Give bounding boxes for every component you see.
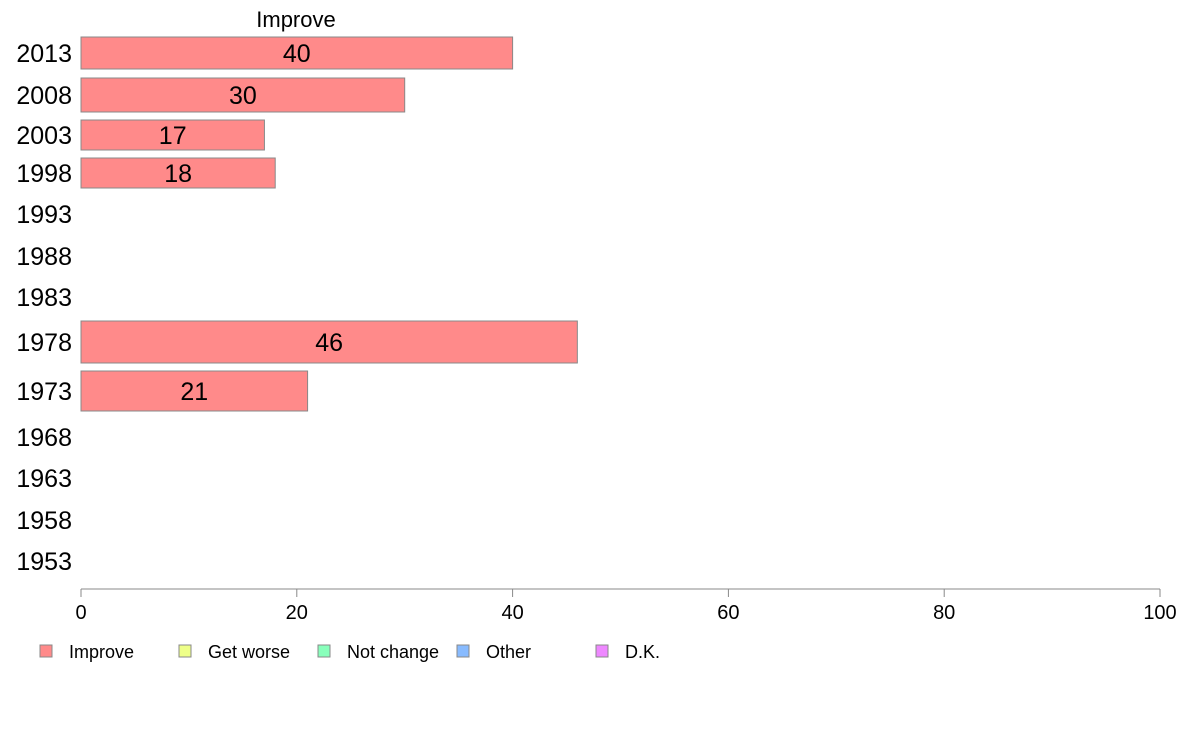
bar [80,77,406,113]
legend-swatch [456,644,470,658]
bar-value-label: 21 [180,378,208,406]
bar [80,36,514,70]
y-tick-label: 1973 [16,378,72,406]
x-tick-label: 40 [501,602,523,624]
chart-title: Improve [256,7,335,32]
y-tick-label: 1953 [16,548,72,576]
bars: 40 30 17 18 46 21 [80,36,578,412]
legend-label: Improve [69,642,134,662]
bar [80,157,276,189]
legend-swatch [595,644,609,658]
legend-label: Other [486,642,531,662]
x-tick-label: 60 [717,602,739,624]
y-tick-label: 2013 [16,40,72,68]
y-tick-label: 1998 [16,160,72,188]
y-tick-label: 1988 [16,243,72,271]
y-tick-label: 1978 [16,329,72,357]
bar [80,370,309,412]
x-tick-label: 20 [286,602,308,624]
x-tick-label: 80 [933,602,955,624]
y-tick-label: 1968 [16,424,72,452]
y-axis-labels: 2013 2008 2003 1998 1993 1988 1983 1978 1973 1968… [16,40,72,576]
x-axis: 0 20 40 60 80 100 [75,588,1177,624]
bar [80,119,265,151]
y-tick-label: 1958 [16,507,72,535]
legend-swatch [39,644,53,658]
legend-swatch [178,644,192,658]
x-tick-label: 100 [1143,602,1176,624]
legend-label: Get worse [208,642,290,662]
legend-swatch [317,644,331,658]
legend-label: D.K. [625,642,660,662]
y-tick-label: 1963 [16,465,72,493]
legend-label: Not change [347,642,439,662]
bar-value-label: 30 [229,82,257,110]
bar-value-label: 17 [159,122,187,150]
bar [80,320,578,364]
bar-value-label: 18 [164,160,192,188]
bar-value-label: 40 [283,40,311,68]
y-tick-label: 2008 [16,82,72,110]
y-tick-label: 1993 [16,201,72,229]
bar-value-label: 46 [315,329,343,357]
x-tick-label: 0 [75,602,86,624]
y-tick-label: 2003 [16,122,72,150]
y-tick-label: 1983 [16,284,72,312]
legend: Improve Get worse Not change Other D.K. [39,642,660,662]
